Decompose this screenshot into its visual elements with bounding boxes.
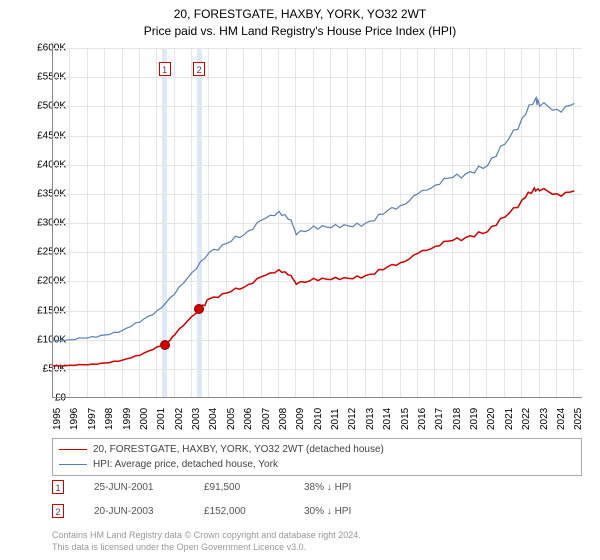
footer-line1: Contains HM Land Registry data © Crown c… bbox=[52, 530, 361, 542]
legend-label-hpi: HPI: Average price, detached house, York bbox=[93, 457, 278, 472]
x-tick-label: 2022 bbox=[521, 408, 532, 430]
x-tick-label: 2003 bbox=[191, 408, 202, 430]
x-tick-label: 2006 bbox=[243, 408, 254, 430]
legend-box: 20, FORESTGATE, HAXBY, YORK, YO32 2WT (d… bbox=[52, 438, 582, 476]
x-tick-label: 2004 bbox=[208, 408, 219, 430]
x-tick-label: 2015 bbox=[400, 408, 411, 430]
x-tick-label: 2008 bbox=[278, 408, 289, 430]
x-tick-label: 2002 bbox=[174, 408, 185, 430]
x-tick-label: 2023 bbox=[539, 408, 550, 430]
x-tick-label: 2007 bbox=[261, 408, 272, 430]
series-svg bbox=[53, 48, 583, 398]
x-tick-label: 1996 bbox=[69, 408, 80, 430]
x-tick-label: 2020 bbox=[486, 408, 497, 430]
x-tick-label: 2014 bbox=[382, 408, 393, 430]
sale-price-2: £152,000 bbox=[204, 506, 274, 517]
sale-diff-2: 30% ↓ HPI bbox=[304, 506, 351, 517]
legend-swatch-hpi bbox=[59, 464, 87, 465]
title-line2: Price paid vs. HM Land Registry's House … bbox=[0, 23, 600, 40]
sale-marker-2: 2 bbox=[52, 504, 64, 518]
series-hpi bbox=[53, 98, 574, 341]
sale-price-1: £91,500 bbox=[204, 482, 274, 493]
x-tick-label: 2017 bbox=[434, 408, 445, 430]
x-tick-label: 2018 bbox=[452, 408, 463, 430]
title-line1: 20, FORESTGATE, HAXBY, YORK, YO32 2WT bbox=[0, 6, 600, 23]
x-tick-label: 2016 bbox=[417, 408, 428, 430]
sale-date-2: 20-JUN-2003 bbox=[94, 506, 174, 517]
sale-row-2: 2 20-JUN-2003 £152,000 30% ↓ HPI bbox=[52, 504, 351, 518]
x-tick-label: 2000 bbox=[139, 408, 150, 430]
x-tick-label: 2001 bbox=[156, 408, 167, 430]
x-tick-label: 2013 bbox=[365, 408, 376, 430]
x-tick-label: 1995 bbox=[52, 408, 63, 430]
footer-line2: This data is licensed under the Open Gov… bbox=[52, 542, 361, 554]
x-tick-label: 2012 bbox=[347, 408, 358, 430]
legend-swatch-property bbox=[59, 449, 87, 450]
x-tick-label: 2010 bbox=[313, 408, 324, 430]
sale-date-1: 25-JUN-2001 bbox=[94, 482, 174, 493]
x-tick-label: 1999 bbox=[122, 408, 133, 430]
x-tick-label: 2019 bbox=[469, 408, 480, 430]
x-tick-label: 2011 bbox=[330, 408, 341, 430]
legend-item-property: 20, FORESTGATE, HAXBY, YORK, YO32 2WT (d… bbox=[59, 442, 575, 457]
x-tick-label: 2009 bbox=[295, 408, 306, 430]
legend-item-hpi: HPI: Average price, detached house, York bbox=[59, 457, 575, 472]
chart-title-block: 20, FORESTGATE, HAXBY, YORK, YO32 2WT Pr… bbox=[0, 0, 600, 40]
chart-container: 20, FORESTGATE, HAXBY, YORK, YO32 2WT Pr… bbox=[0, 0, 600, 560]
x-tick-label: 2025 bbox=[573, 408, 584, 430]
x-tick-label: 1998 bbox=[104, 408, 115, 430]
x-tick-label: 1997 bbox=[87, 408, 98, 430]
x-tick-label: 2024 bbox=[556, 408, 567, 430]
footer: Contains HM Land Registry data © Crown c… bbox=[52, 530, 361, 553]
legend-label-property: 20, FORESTGATE, HAXBY, YORK, YO32 2WT (d… bbox=[93, 442, 384, 457]
series-property bbox=[53, 188, 574, 366]
sale-diff-1: 38% ↓ HPI bbox=[304, 482, 351, 493]
x-tick-label: 2021 bbox=[504, 408, 515, 430]
sale-marker-1: 1 bbox=[52, 480, 64, 494]
sale-row-1: 1 25-JUN-2001 £91,500 38% ↓ HPI bbox=[52, 480, 351, 494]
plot-area bbox=[52, 48, 582, 398]
x-tick-label: 2005 bbox=[226, 408, 237, 430]
